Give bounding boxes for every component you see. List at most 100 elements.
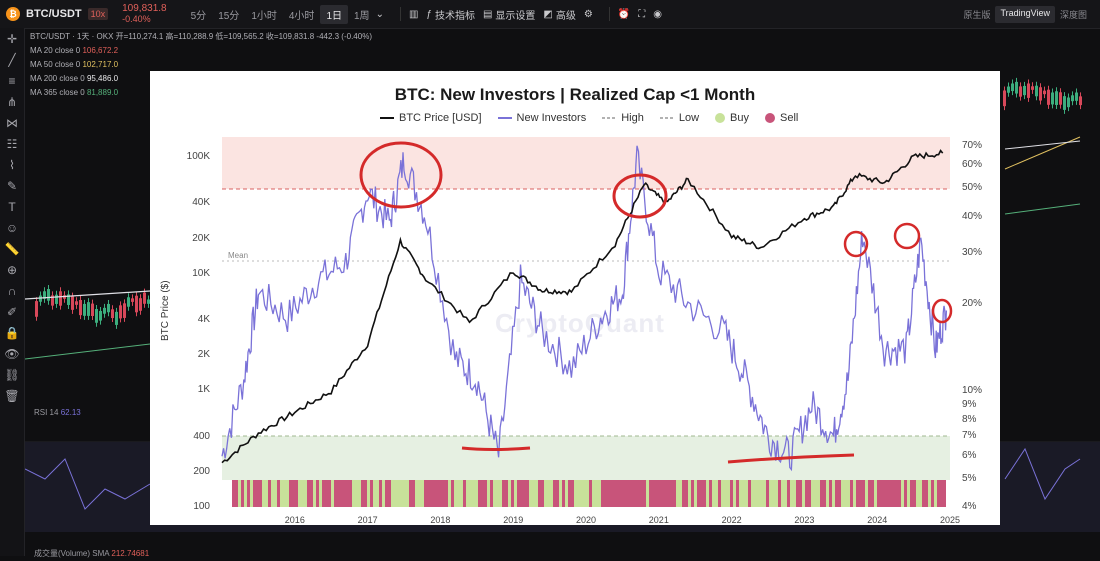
pattern-icon[interactable]: ⋈ (6, 115, 18, 130)
view-depth[interactable]: 深度图 (1059, 10, 1087, 20)
zoom-in-icon[interactable]: ⊕ (6, 262, 18, 277)
strip-segment (268, 480, 271, 507)
settings-gear-icon[interactable]: ⚙ (583, 8, 593, 20)
strip-segment (502, 480, 505, 507)
y-tick-label: 1K (197, 384, 210, 396)
legend-ma200[interactable]: MA 200 close 0 95,486.0 (30, 72, 372, 86)
fullscreen-icon[interactable]: ⛶ (638, 8, 646, 20)
projection-icon[interactable]: ⌇ (9, 157, 15, 172)
candle-body (1023, 85, 1026, 96)
horizontal-lines-icon[interactable]: ≡ (8, 73, 16, 88)
trendline-icon[interactable]: ╱ (8, 52, 16, 67)
candle-body (35, 301, 38, 317)
toolbar-divider (399, 7, 401, 21)
camera-icon[interactable]: ◉ (653, 8, 663, 20)
strip-segment (799, 480, 802, 507)
strip-segment (583, 480, 586, 507)
high-zone (222, 137, 950, 189)
strip-segment (388, 480, 391, 507)
legend-label: Low (678, 112, 700, 124)
strip-segment (733, 480, 736, 507)
strip-segment (604, 480, 607, 507)
text-icon[interactable]: T (8, 199, 16, 214)
strip-segment (568, 480, 571, 507)
eye-icon[interactable]: 👁 (4, 346, 20, 361)
buy-sell-strip (232, 480, 946, 507)
emoji-icon[interactable]: ☺ (5, 220, 19, 235)
timeframe-1w[interactable]: 1周 (354, 10, 370, 22)
legend-ma20[interactable]: MA 20 close 0 106,672.2 (30, 44, 372, 58)
timeframe-4h[interactable]: 4小时 (288, 10, 315, 22)
strip-segment (244, 480, 247, 507)
strip-segment (355, 480, 358, 507)
y-tick-label-right: 5% (962, 472, 977, 484)
indicators-label: 技术指标 (434, 10, 475, 22)
timeframe-15m[interactable]: 15分 (218, 10, 240, 22)
candle-body (127, 297, 130, 307)
chart-plot (221, 137, 953, 507)
x-tick-label: 2016 (284, 515, 305, 525)
legend-ma50[interactable]: MA 50 close 0 102,717.0 (30, 58, 372, 72)
strip-segment (592, 480, 595, 507)
strip-segment (553, 480, 556, 507)
rsi-legend[interactable]: RSI 14 62.13 (34, 408, 81, 417)
strip-segment (820, 480, 823, 507)
strip-segment (730, 480, 733, 507)
strip-segment (883, 480, 886, 507)
timeframe-1h[interactable]: 1小时 (251, 10, 277, 22)
strip-segment (259, 480, 262, 507)
strip-segment (400, 480, 403, 507)
crosshair-icon[interactable]: ✛ (6, 31, 18, 46)
strip-segment (886, 480, 889, 507)
fib-icon[interactable]: ☷ (6, 136, 18, 151)
y-tick-label-right: 4% (962, 501, 977, 512)
series-btc-price (221, 149, 944, 464)
rsi-value: 62.13 (60, 408, 81, 417)
y-tick-label-right: 7% (962, 430, 977, 442)
lock-icon[interactable]: 🔒 (4, 325, 20, 340)
ma200-value: 95,486.0 (86, 74, 119, 83)
pitchfork-icon[interactable]: ⋔ (6, 94, 18, 109)
magnet-icon[interactable]: ∩ (7, 283, 17, 298)
ruler-icon[interactable]: 📏 (4, 241, 20, 256)
chart-type-icon[interactable]: ▥ (408, 8, 419, 20)
candle-body (1043, 90, 1046, 95)
strip-segment (562, 480, 565, 507)
strip-segment (238, 480, 241, 507)
y-tick-label-right: 9% (962, 398, 977, 410)
strip-segment (307, 480, 310, 507)
y-tick-label-right: 40% (962, 210, 983, 222)
timeframe-1d[interactable]: 1日 (320, 4, 348, 24)
strip-segment (349, 480, 352, 507)
strip-segment (874, 480, 877, 507)
strip-segment (316, 480, 319, 507)
legend-ma365[interactable]: MA 365 close 0 81,889.0 (30, 86, 372, 100)
display-settings-button[interactable]: ▤ 显示设置 (483, 7, 535, 22)
strip-segment (538, 480, 541, 507)
strip-segment (622, 480, 625, 507)
timeframe-5m[interactable]: 5分 (190, 10, 207, 22)
drawing-mode-icon[interactable]: ✐ (6, 304, 18, 319)
annotation-underline (727, 453, 855, 464)
indicators-button[interactable]: ƒ 技术指标 (426, 7, 475, 22)
strip-segment (340, 480, 343, 507)
trash-icon[interactable]: 🗑 (4, 388, 20, 403)
volume-legend[interactable]: 成交量(Volume) SMA 212.74681 (34, 548, 149, 559)
timeframe-dropdown-icon[interactable]: ⌄ (375, 8, 384, 20)
alert-icon[interactable]: ⏰ (617, 8, 631, 20)
link-icon[interactable]: ⛓ (4, 367, 20, 382)
candle-body (1059, 92, 1062, 105)
strip-segment (907, 480, 910, 507)
strip-segment (394, 480, 397, 507)
view-native[interactable]: 原生版 (963, 10, 991, 20)
strip-segment (871, 480, 874, 507)
strip-segment (895, 480, 898, 507)
advanced-button[interactable]: ◩ 高级 (543, 7, 575, 22)
candle-body (59, 291, 62, 306)
symbol-label[interactable]: BTC/USDT (26, 8, 82, 20)
brush-icon[interactable]: ✎ (6, 178, 18, 193)
view-tradingview[interactable]: TradingView (995, 6, 1055, 23)
candle-body (75, 301, 78, 305)
strip-segment (373, 480, 376, 507)
candle-body (147, 299, 150, 304)
